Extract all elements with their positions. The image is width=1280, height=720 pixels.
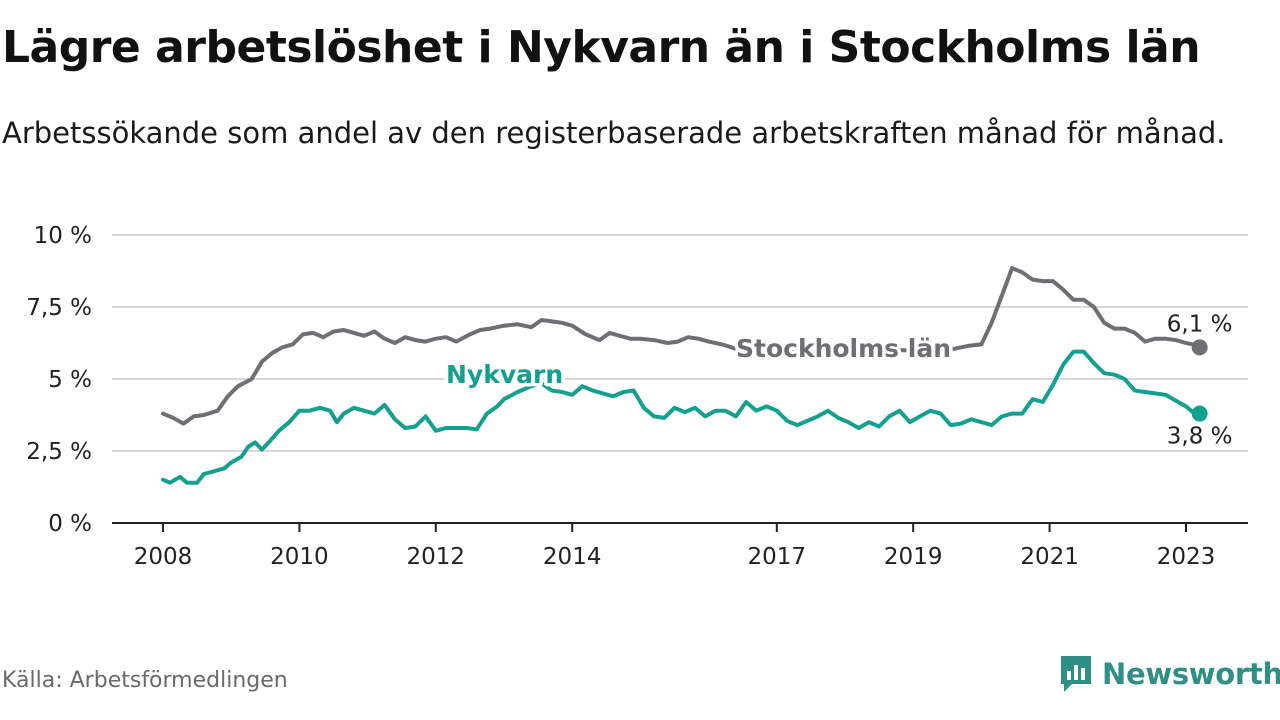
brand-name: Newsworthy: [1102, 657, 1280, 691]
x-tick-label: 2010: [270, 544, 329, 570]
y-tick-label: 5 %: [48, 367, 92, 393]
x-tick-label: 2017: [748, 544, 807, 570]
x-tick-label: 2021: [1020, 544, 1079, 570]
end-value-label-nykvarn: 3,8 %: [1167, 424, 1233, 450]
y-tick-label: 10 %: [34, 223, 92, 249]
x-tick-label: 2014: [543, 544, 602, 570]
x-tick-label: 2019: [884, 544, 943, 570]
series-label-stockholm: Stockholms län: [736, 334, 951, 363]
y-axis: 0 % 2,5 % 5 % 7,5 % 10 %: [26, 223, 92, 537]
x-tick-label: 2023: [1157, 544, 1216, 570]
series-end-point: [1191, 339, 1208, 356]
source-note: Källa: Arbetsförmedlingen: [2, 668, 288, 693]
end-value-label-stockholm: 6,1 %: [1167, 311, 1233, 337]
x-tick-label: 2012: [407, 544, 466, 570]
x-tick-label: 2008: [134, 544, 193, 570]
series-labels: Stockholms län Nykvarn 6,1 % 3,8 %: [443, 308, 1237, 453]
series-line-nykvarn: [161, 349, 1202, 485]
series-line-stockholms-län: [161, 266, 1202, 426]
chart-title: Lägre arbetslöshet i Nykvarn än i Stockh…: [2, 22, 1201, 73]
brand-logo[interactable]: Newsworthy: [1058, 652, 1280, 696]
y-tick-label: 0 %: [48, 511, 92, 537]
y-tick-label: 2,5 %: [26, 439, 92, 465]
newsworthy-logo-icon: [1061, 656, 1091, 692]
x-axis: 2008 2010 2012 2014 2017 2019 2021 2023: [112, 522, 1248, 570]
chart-subtitle: Arbetssökande som andel av den registerb…: [2, 116, 1226, 150]
series-end-point: [1191, 405, 1208, 422]
y-tick-label: 7,5 %: [26, 295, 92, 321]
series-label-nykvarn: Nykvarn: [446, 360, 563, 389]
gridlines: [112, 234, 1248, 452]
series-lines: [161, 266, 1208, 485]
line-chart: 0 % 2,5 % 5 % 7,5 % 10 % 2008 2010 2012 2014 201…: [26, 223, 1248, 570]
